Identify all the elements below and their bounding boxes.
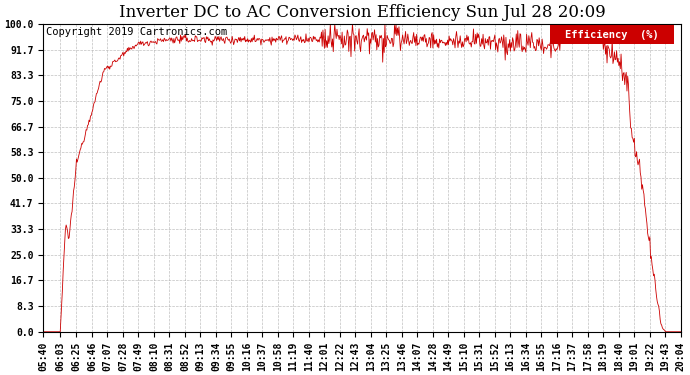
Title: Inverter DC to AC Conversion Efficiency Sun Jul 28 20:09: Inverter DC to AC Conversion Efficiency … xyxy=(119,4,605,21)
Text: Copyright 2019 Cartronics.com: Copyright 2019 Cartronics.com xyxy=(46,27,228,37)
